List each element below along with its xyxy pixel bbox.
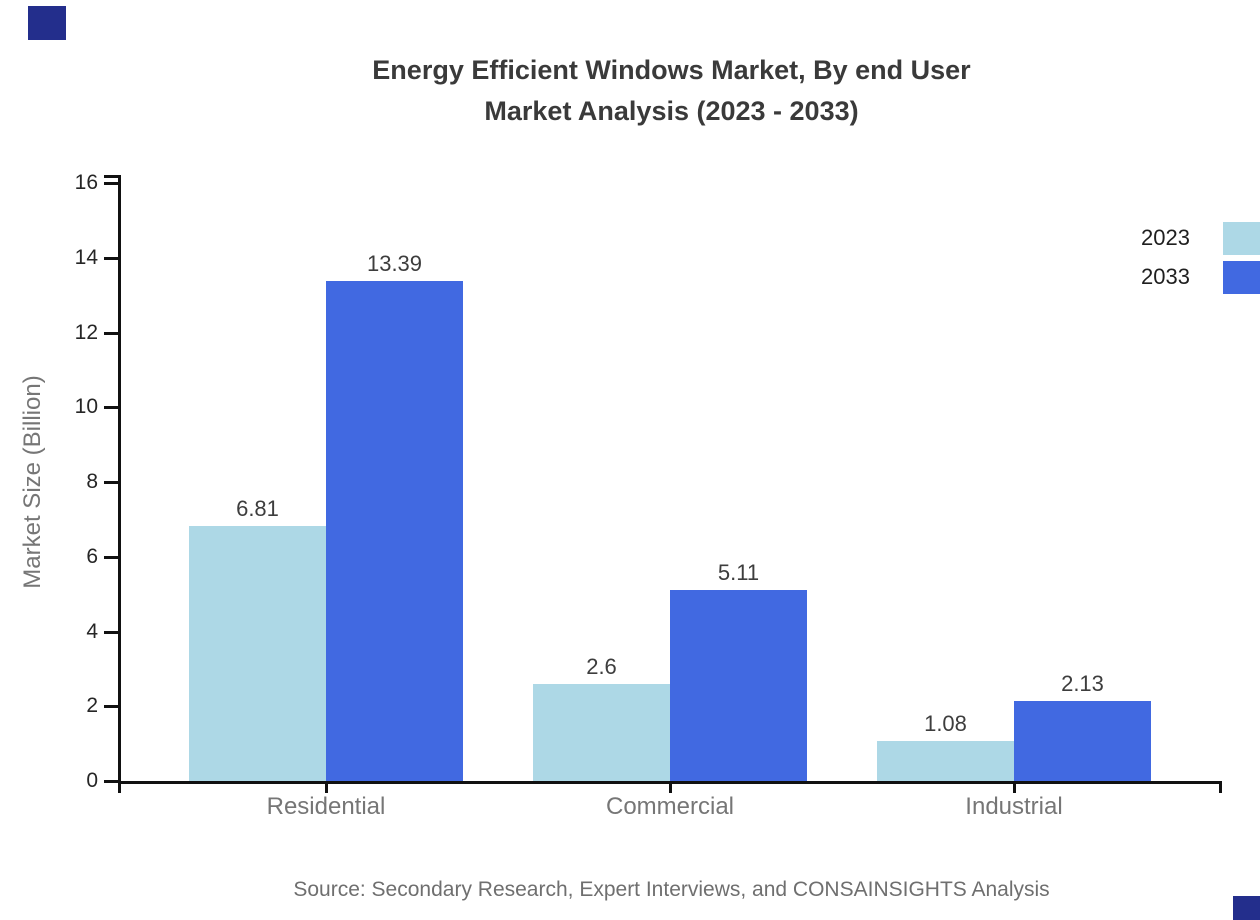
value-label-2023-industrial: 1.08 xyxy=(924,711,967,736)
category-label-industrial: Industrial xyxy=(965,793,1063,820)
legend-label-2033: 2033 xyxy=(1141,264,1190,289)
y-tick-label: 10 xyxy=(74,395,98,418)
value-label-2033-commercial: 5.11 xyxy=(717,560,760,585)
x-tick-residential xyxy=(325,781,328,793)
y-tick-label: 0 xyxy=(86,769,98,792)
title-line-1: Energy Efficient Windows Market, By end … xyxy=(372,55,971,85)
y-tick xyxy=(104,780,118,783)
y-tick xyxy=(104,332,118,335)
y-axis-line xyxy=(118,175,121,793)
y-tick-label: 8 xyxy=(86,470,98,493)
bar-2023-industrial xyxy=(877,741,1014,781)
y-tick-label: 12 xyxy=(74,321,98,344)
y-tick xyxy=(104,631,118,634)
bar-2023-residential xyxy=(189,526,326,781)
y-tick xyxy=(104,705,118,708)
title-line-2: Market Analysis (2023 - 2033) xyxy=(484,96,859,126)
value-label-2033-industrial: 2.13 xyxy=(1061,671,1104,696)
value-label-2023-residential: 6.81 xyxy=(236,496,279,521)
y-tick-label: 14 xyxy=(74,246,98,269)
y-tick xyxy=(104,556,118,559)
bar-2033-industrial xyxy=(1014,701,1151,781)
legend-label-2023: 2023 xyxy=(1141,225,1190,250)
bar-2033-commercial xyxy=(670,590,807,781)
value-label-2033-residential: 13.39 xyxy=(366,251,423,276)
chart-title: Energy Efficient Windows Market, By end … xyxy=(121,50,1222,132)
legend-swatch-2033 xyxy=(1223,261,1260,294)
corner-marker-bottom-right xyxy=(1233,896,1260,920)
y-tick-label: 16 xyxy=(74,171,98,194)
y-tick-label: 6 xyxy=(86,545,98,568)
y-tick xyxy=(104,182,118,185)
bar-2033-residential xyxy=(326,281,463,781)
x-axis-right-cap xyxy=(1219,781,1222,793)
source-note: Source: Secondary Research, Expert Inter… xyxy=(293,878,1050,901)
x-tick-commercial xyxy=(669,781,672,793)
value-label-2023-commercial: 2.6 xyxy=(586,654,617,679)
axis-top-cap xyxy=(104,175,118,178)
corner-marker-top-left xyxy=(28,6,66,40)
y-tick xyxy=(104,481,118,484)
x-tick-industrial xyxy=(1013,781,1016,793)
y-tick-label: 4 xyxy=(86,620,98,643)
y-tick xyxy=(104,257,118,260)
bar-2023-commercial xyxy=(533,684,670,781)
y-tick xyxy=(104,406,118,409)
category-label-commercial: Commercial xyxy=(605,793,734,820)
y-tick-label: 2 xyxy=(86,694,98,717)
category-label-residential: Residential xyxy=(266,793,386,820)
legend-swatch-2023 xyxy=(1223,222,1260,255)
x-axis-line xyxy=(118,781,1222,784)
